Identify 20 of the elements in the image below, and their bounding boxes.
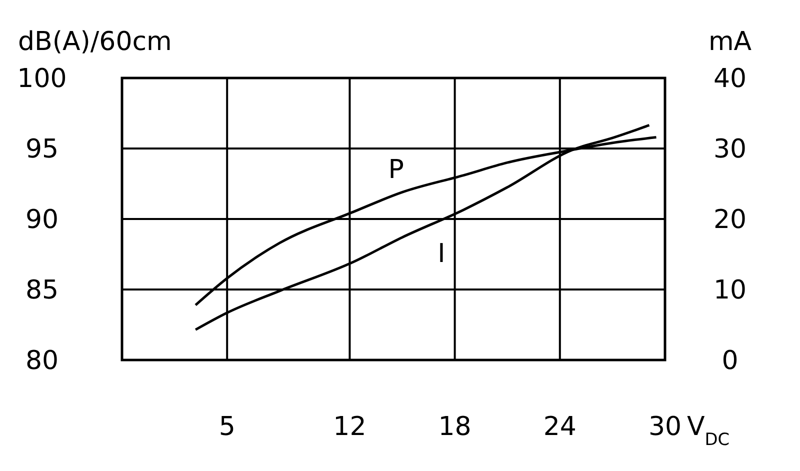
- x-tick-label: 24: [543, 412, 576, 442]
- y-tick-label: 100: [17, 64, 67, 94]
- y2-axis-title: mA: [708, 27, 752, 57]
- y2-tick-label: 30: [713, 134, 747, 164]
- y2-tick-label: 10: [713, 276, 747, 306]
- x-tick-label: 12: [333, 412, 366, 442]
- series-label: P: [388, 155, 404, 186]
- series-label: I: [438, 238, 446, 269]
- y-axis-title: dB(A)/60cm: [18, 27, 172, 57]
- y-tick-label: 90: [25, 205, 59, 235]
- y-tick-label: 80: [25, 346, 59, 376]
- y-tick-label: 95: [25, 134, 59, 164]
- x-tick-label: 18: [438, 412, 472, 442]
- x-axis-title: V$_{DC}$: [687, 412, 730, 449]
- x-tick-label: 5: [218, 412, 236, 442]
- y2-tick-label: 40: [713, 64, 747, 94]
- x-tick-label: 30: [648, 412, 682, 442]
- y2-tick-label: 0: [722, 346, 738, 376]
- y-tick-label: 85: [25, 276, 59, 306]
- y2-tick-label: 20: [713, 205, 747, 235]
